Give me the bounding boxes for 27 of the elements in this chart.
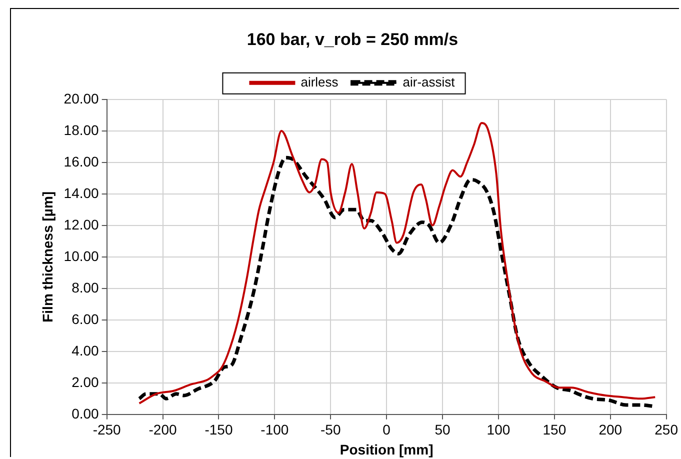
y-tick-label: 2.00 bbox=[72, 374, 100, 390]
y-tick-label: 0.00 bbox=[72, 405, 100, 422]
x-tick-label: -250 bbox=[92, 422, 122, 438]
y-tick-label: 16.00 bbox=[64, 153, 100, 170]
x-tick-label: 150 bbox=[542, 422, 566, 438]
y-tick-label: 8.00 bbox=[72, 279, 100, 296]
legend-label: air-assist bbox=[402, 74, 456, 90]
y-tick-label: 10.00 bbox=[64, 248, 100, 264]
y-tick-label: 4.00 bbox=[72, 342, 100, 358]
x-tick-label: 100 bbox=[486, 422, 510, 438]
x-tick-label: 250 bbox=[654, 422, 678, 438]
x-tick-label: -200 bbox=[148, 422, 177, 438]
y-axis-title: Film thickness [µm] bbox=[39, 191, 56, 322]
y-tick-label: 12.00 bbox=[64, 216, 100, 232]
x-tick-label: -50 bbox=[320, 422, 341, 438]
y-tick-label: 20.00 bbox=[64, 90, 100, 106]
x-tick-label: -100 bbox=[260, 422, 289, 438]
chart-title: 160 bar, v_rob = 250 mm/s bbox=[246, 30, 458, 49]
legend-label: airless bbox=[300, 74, 339, 90]
y-tick-label: 14.00 bbox=[64, 184, 100, 201]
y-tick-label: 6.00 bbox=[72, 310, 100, 327]
x-tick-label: 0 bbox=[382, 422, 391, 438]
x-tick-label: -150 bbox=[204, 422, 233, 438]
x-axis-title: Position [mm] bbox=[340, 441, 434, 458]
y-tick-label: 18.00 bbox=[64, 122, 100, 138]
x-tick-label: 50 bbox=[434, 422, 451, 438]
x-tick-label: 200 bbox=[598, 422, 622, 438]
